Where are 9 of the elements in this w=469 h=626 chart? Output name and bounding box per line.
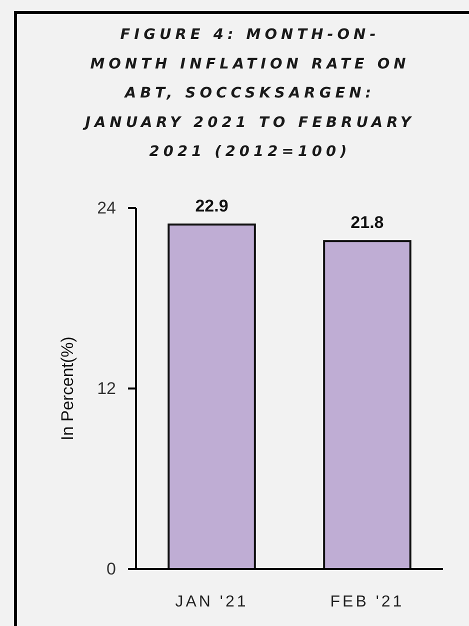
x-tick-label: JAN '21 [175, 593, 248, 610]
y-tick-label: 12 [97, 378, 116, 398]
x-tick-label: FEB '21 [330, 593, 404, 610]
y-tick-label: 0 [106, 559, 116, 578]
chart-title: FIGURE 4: MONTH-ON-MONTH INFLATION RATE ON ABT, SOCCSKSARGEN: JANUARY 2021 TO FEBRUARY 2021 (2012=100) [82, 27, 415, 160]
y-tick-label: 24 [97, 198, 116, 218]
y-axis-title: In Percent(%) [58, 336, 77, 440]
data-label: 22.9 [195, 196, 228, 216]
data-label: 21.8 [350, 213, 384, 232]
